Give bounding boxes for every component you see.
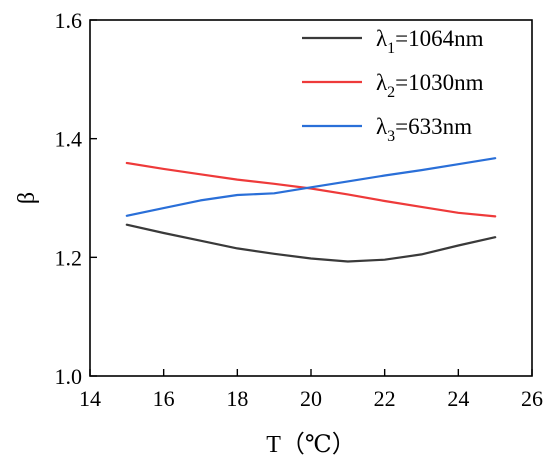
legend-label-symbol: λ [376, 26, 388, 51]
x-tick-label: 22 [374, 386, 396, 411]
legend-label-rest: =1064nm [395, 26, 483, 51]
x-tick-label: 24 [447, 386, 469, 411]
legend-label-subscript: 2 [387, 84, 395, 101]
y-tick-label: 1.6 [55, 8, 83, 33]
x-axis-title: T（℃） [266, 432, 356, 458]
series-line-3 [125, 157, 497, 217]
legend-label-rest: =1030nm [395, 70, 483, 95]
series-line-2 [125, 161, 497, 218]
y-tick-label: 1.0 [55, 364, 83, 389]
x-tick-label: 18 [226, 386, 248, 411]
x-tick-label: 26 [521, 386, 543, 411]
y-tick-label: 1.2 [55, 245, 83, 270]
legend-label-1: λ1=1064nm [376, 26, 484, 57]
x-tick-label: 20 [300, 386, 322, 411]
legend-label-subscript: 3 [387, 128, 395, 145]
legend-label-subscript: 1 [387, 40, 395, 57]
y-axis-title: β [14, 192, 40, 204]
legend-label-symbol: λ [376, 114, 388, 139]
series-group [125, 157, 497, 263]
legend-label-symbol: λ [376, 70, 388, 95]
legend-label-2: λ2=1030nm [376, 70, 484, 101]
x-tick-label: 14 [79, 386, 101, 411]
x-axis: 14 16 18 20 22 24 26 [79, 369, 543, 411]
legend-label-rest: =633nm [395, 114, 472, 139]
series-line-1 [125, 223, 497, 263]
y-axis: 1.0 1.2 1.4 1.6 [55, 8, 97, 389]
x-tick-label: 16 [153, 386, 175, 411]
y-tick-label: 1.4 [55, 127, 83, 152]
legend-label-3: λ3=633nm [376, 114, 472, 145]
